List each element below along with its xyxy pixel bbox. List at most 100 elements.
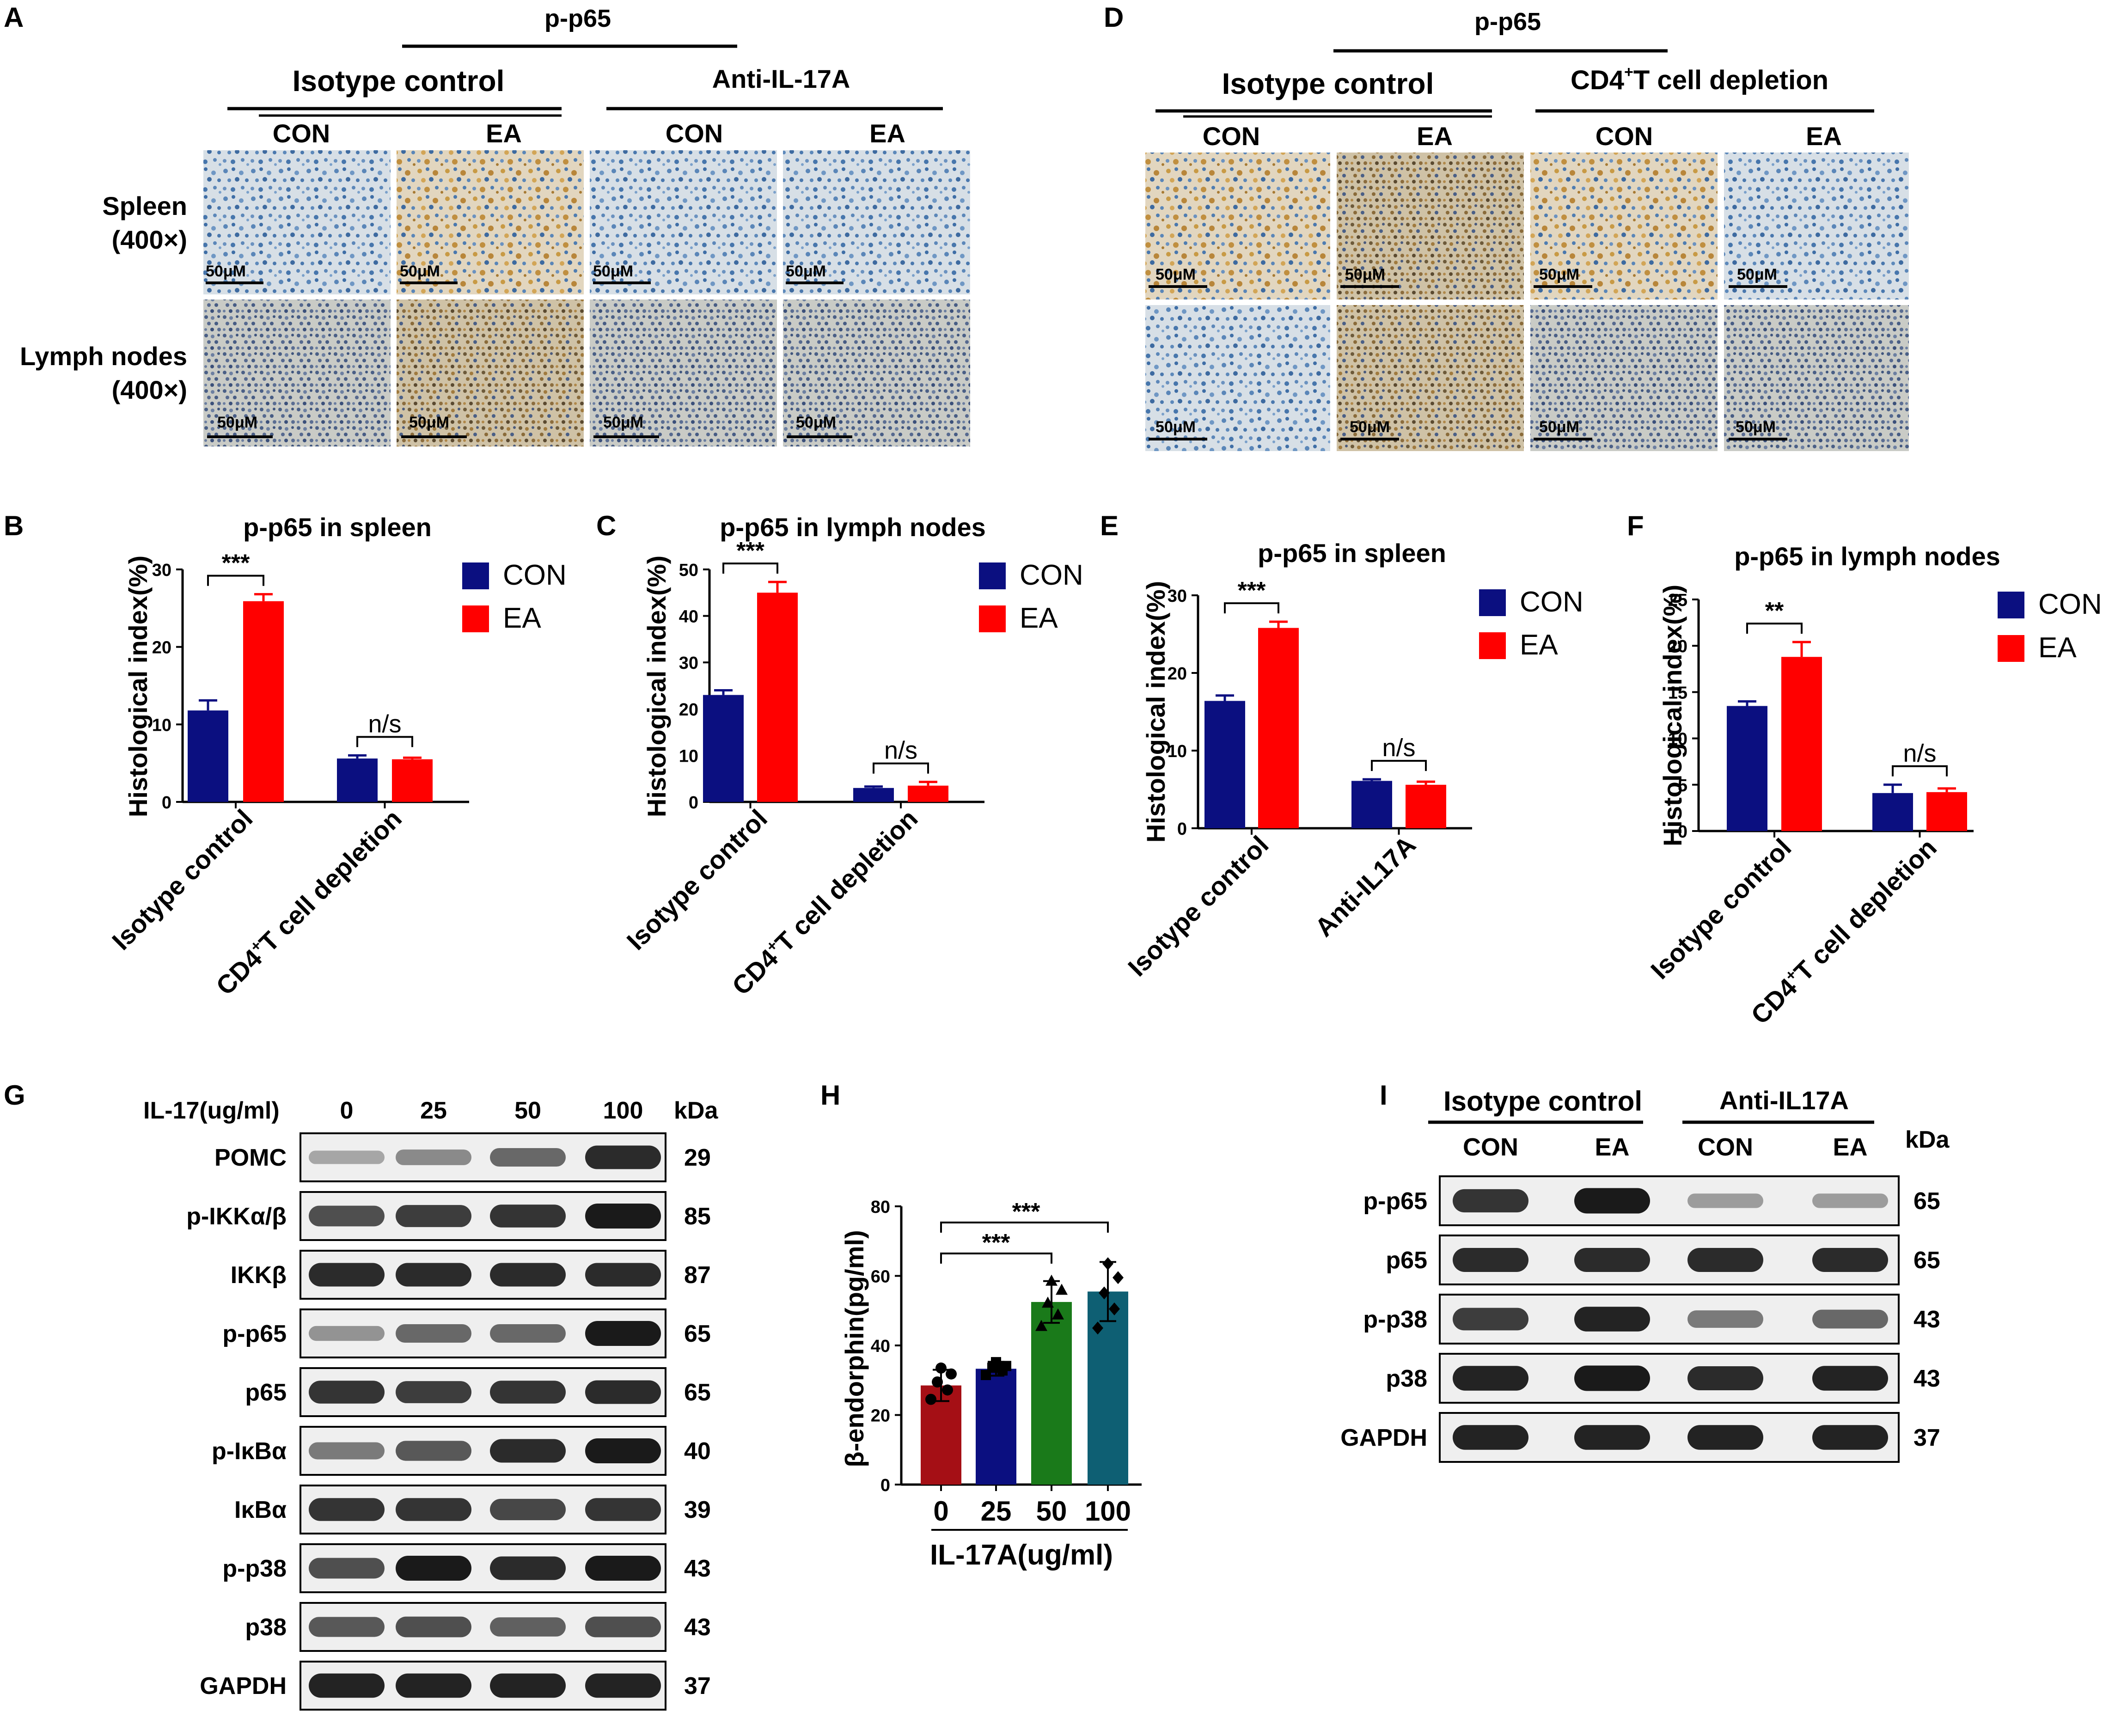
bar-ea-1: [757, 593, 798, 802]
bar-ea-2: [1926, 792, 1967, 831]
x-category-label: Isotype control: [1645, 833, 1797, 984]
panel-g-letter: G: [4, 1080, 25, 1111]
data-point: [1102, 1257, 1113, 1271]
bar-con-2: [337, 758, 378, 802]
blot-band: [490, 1498, 566, 1521]
blot-protein-label: p-IKKα/β: [186, 1203, 287, 1230]
chart-title: p-p65 in lymph nodes: [720, 513, 986, 542]
panel-g-dose-label: IL-17(ug/ml): [143, 1097, 280, 1124]
bar-ea-2: [908, 785, 948, 802]
bar-con-1: [1727, 706, 1767, 831]
panel-g-western-blot: IL-17(ug/ml) 0 25 50 100 kDa POMC 29 p-IKK…: [143, 1097, 718, 1711]
panel-h-letter: H: [820, 1080, 840, 1111]
panel-g-dose-0: 0: [340, 1097, 354, 1124]
blot-kda-value: 43: [1913, 1306, 1940, 1333]
panel-g-dose-2: 50: [514, 1097, 541, 1124]
y-axis-label: Histological index(%): [1658, 585, 1687, 846]
significance-bracket: [940, 1222, 1109, 1233]
micrograph-a-lymph-anti-ea: [783, 300, 970, 446]
blot-band: [585, 1380, 661, 1404]
chart-e: p-p65 in spleen Histological index(%) 0 10 2…: [1122, 538, 1583, 982]
blot-band: [1812, 1309, 1888, 1329]
blot-band: [309, 1326, 385, 1341]
y-tick-label: 0: [880, 1476, 890, 1495]
panel-e-letter: E: [1100, 510, 1119, 541]
panel-i-group-anti: Anti-IL17A: [1719, 1086, 1849, 1115]
y-tick-label: 25: [1668, 591, 1687, 610]
micrograph-d-spleen-iso-ea: [1337, 153, 1524, 300]
scale-d-8: 50μM: [1736, 418, 1776, 436]
data-point: [1042, 1296, 1054, 1308]
blot-kda-value: 39: [684, 1497, 711, 1523]
significance-label: **: [1765, 598, 1784, 624]
significance-bracket: [1892, 765, 1948, 776]
blot-band: [309, 1205, 385, 1227]
blot-band: [490, 1263, 566, 1287]
y-tick-label: 20: [1168, 664, 1187, 684]
data-point: [946, 1368, 957, 1380]
blot-kda-value: 65: [684, 1320, 711, 1347]
y-tick-label: 80: [871, 1198, 890, 1217]
blot-protein-label: p65: [245, 1379, 287, 1406]
x-category-label: Isotype control: [106, 804, 258, 955]
blot-band: [396, 1263, 471, 1287]
blot-band: [1574, 1188, 1650, 1214]
micrograph-d-spleen-iso-con: [1145, 153, 1330, 300]
legend-label-con: CON: [1520, 586, 1583, 618]
panel-b-letter: B: [4, 510, 24, 541]
blot-band: [1453, 1366, 1528, 1391]
y-tick-label: 30: [152, 561, 171, 580]
blot-band: [1687, 1366, 1763, 1390]
blot-kda-value: 43: [1913, 1365, 1940, 1392]
significance-label: ***: [1012, 1198, 1040, 1225]
panel-i-group-isotype: Isotype control: [1443, 1086, 1642, 1117]
panel-f-letter: F: [1627, 510, 1644, 541]
panel-a-group-anti: Anti-IL-17A: [712, 64, 850, 93]
data-point: [925, 1394, 936, 1405]
panel-a-row1-label-2: (400×): [112, 225, 187, 254]
legend-swatch-con: [1998, 592, 2024, 618]
blot-band: [490, 1324, 566, 1343]
scale-d-2: 50μM: [1345, 266, 1385, 283]
blot-band: [309, 1498, 385, 1521]
legend-swatch-ea: [462, 605, 489, 632]
panel-d-group-isotype: Isotype control: [1222, 67, 1434, 100]
blot-band: [309, 1558, 385, 1579]
panel-a-col-2: EA: [486, 119, 522, 148]
blot-band: [490, 1204, 566, 1228]
bar-con-2: [1351, 781, 1392, 828]
x-category-label: Anti-IL17A: [1309, 830, 1421, 942]
y-tick-label: 20: [1668, 637, 1687, 656]
blot-band: [1453, 1248, 1528, 1272]
y-tick-label: 20: [152, 638, 171, 658]
micrograph-d-lymph-iso-con: [1145, 305, 1330, 451]
blot-kda-value: 37: [1913, 1424, 1940, 1451]
legend-swatch-ea: [979, 605, 1006, 632]
panel-d: D p-p65 Isotype control CD4+T cell deple…: [1104, 2, 1909, 451]
panel-i-western-blot: Isotype control Anti-IL17A CON EA CON EA…: [1340, 1086, 1950, 1463]
blot-band: [1453, 1308, 1528, 1331]
y-tick-label: 10: [152, 715, 171, 735]
blot-band: [309, 1673, 385, 1698]
bar-ea-1: [243, 601, 284, 802]
data-point: [932, 1376, 943, 1388]
blot-band: [309, 1381, 385, 1404]
bar-dose-25: [976, 1369, 1016, 1485]
y-tick-label: 10: [679, 746, 698, 766]
blot-kda-value: 85: [684, 1203, 711, 1230]
blot-band: [396, 1381, 471, 1403]
panel-d-col-1: CON: [1203, 122, 1260, 151]
blot-kda-value: 87: [684, 1262, 711, 1289]
significance-label: n/s: [368, 710, 401, 738]
scale-a-8: 50μM: [796, 414, 836, 431]
bar-ea-1: [1258, 628, 1299, 828]
blot-band: [490, 1439, 566, 1463]
blot-protein-label: p-p65: [222, 1320, 287, 1347]
blot-band: [585, 1263, 661, 1287]
scale-d-5: 50μM: [1155, 418, 1196, 436]
panel-a-col-1: CON: [273, 119, 330, 148]
panel-i-kda-label: kDa: [1905, 1126, 1950, 1153]
y-tick-label: 30: [679, 654, 698, 673]
blot-band: [490, 1617, 566, 1637]
